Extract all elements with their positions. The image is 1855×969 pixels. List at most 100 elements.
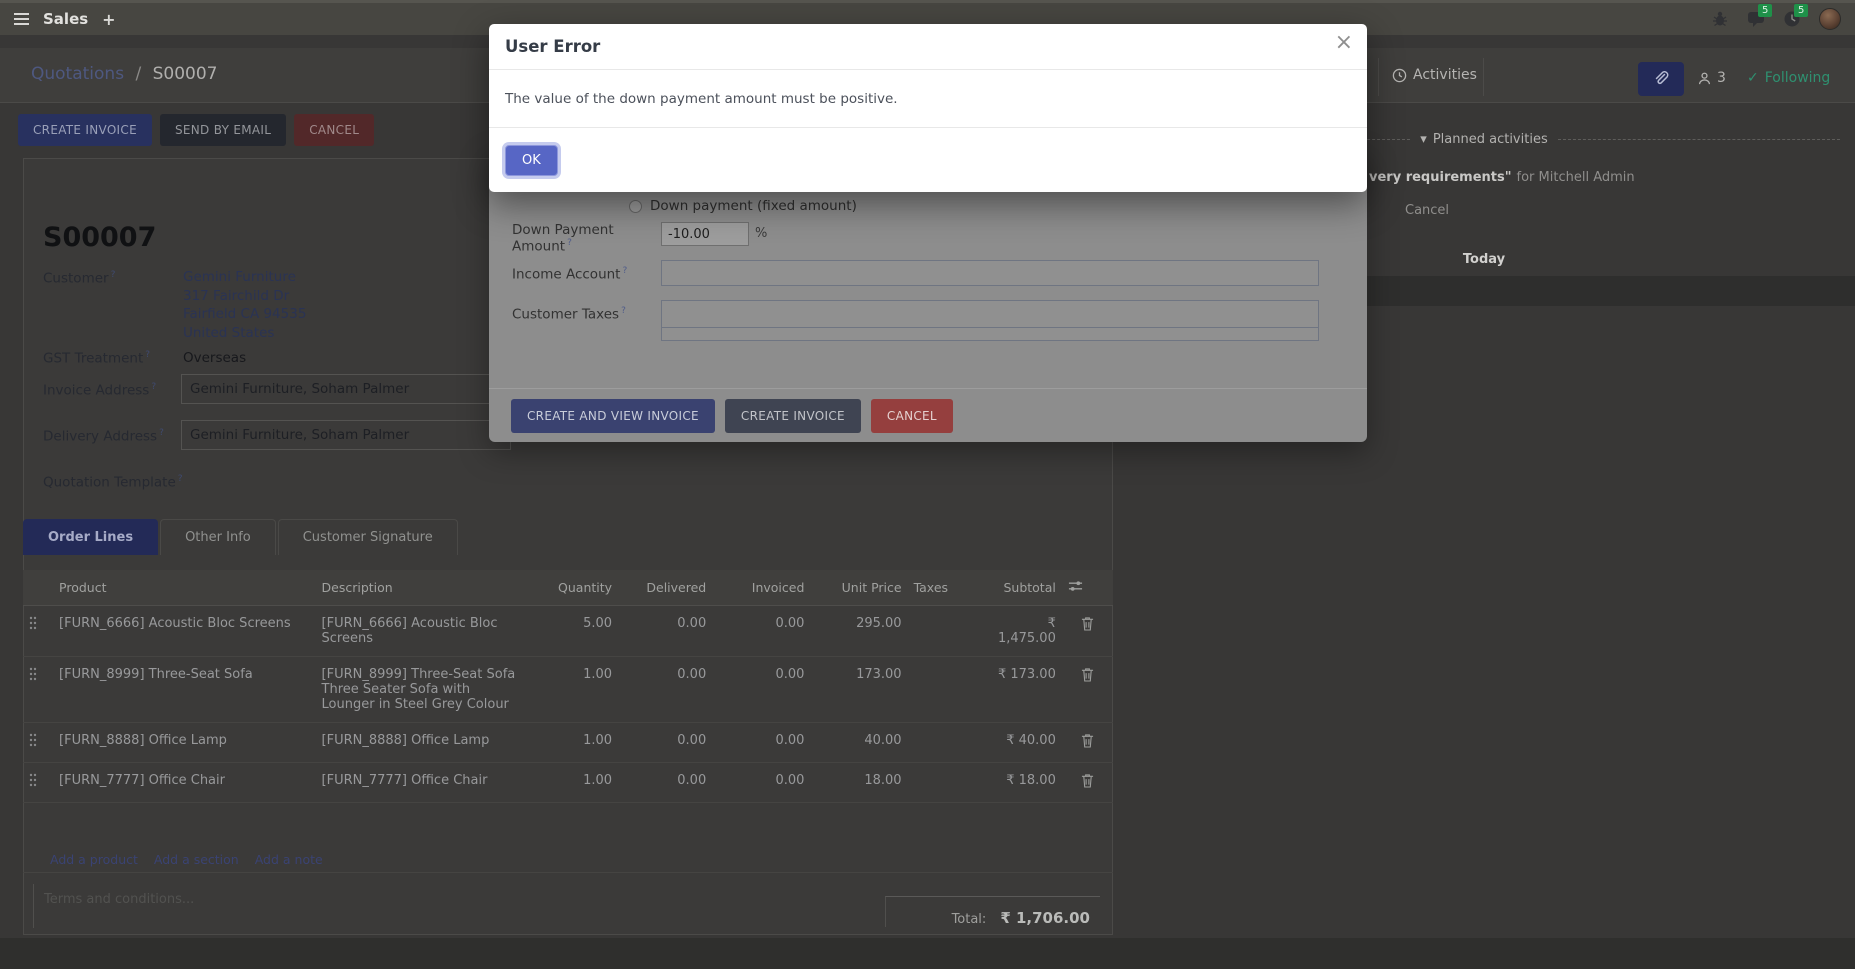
delete-line-button[interactable] xyxy=(1081,733,1094,751)
order-line-row[interactable]: [FURN_8888] Office Lamp [FURN_8888] Offi… xyxy=(23,722,1113,763)
send-by-email-button[interactable]: SEND BY EMAIL xyxy=(159,114,287,146)
cell-unit-price: 295.00 xyxy=(810,605,908,657)
tab-customer-signature[interactable]: Customer Signature xyxy=(277,519,458,555)
col-quantity[interactable]: Quantity xyxy=(547,570,619,606)
cell-unit-price: 40.00 xyxy=(810,722,908,763)
col-taxes[interactable]: Taxes xyxy=(907,570,986,606)
notebook-tabs: Order Lines Other Info Customer Signatur… xyxy=(23,519,460,555)
cancel-order-button[interactable]: CANCEL xyxy=(294,114,375,146)
bug-icon[interactable] xyxy=(1711,10,1729,28)
down-payment-fixed-radio[interactable]: Down payment (fixed amount) xyxy=(629,198,857,214)
user-avatar[interactable] xyxy=(1819,8,1841,30)
followers-button[interactable]: 3 xyxy=(1697,70,1726,86)
add-a-note-link[interactable]: Add a note xyxy=(254,852,323,867)
breadcrumb-separator: / xyxy=(135,64,142,84)
divider xyxy=(23,872,1113,873)
delivery-address-input[interactable] xyxy=(181,420,511,450)
totals-box: Total: ₹ 1,706.00 xyxy=(885,896,1100,927)
customer-label: Customer? xyxy=(43,270,116,287)
cell-quantity: 5.00 xyxy=(547,605,619,657)
cell-quantity: 1.00 xyxy=(547,722,619,763)
gst-treatment-label: GST Treatment? xyxy=(43,350,151,367)
add-a-section-link[interactable]: Add a section xyxy=(153,852,239,867)
add-a-product-link[interactable]: Add a product xyxy=(50,852,138,867)
customer-taxes-input[interactable] xyxy=(661,300,1319,341)
col-product[interactable]: Product xyxy=(53,570,316,606)
cell-taxes xyxy=(907,656,986,723)
app-name[interactable]: Sales xyxy=(43,10,89,28)
col-description[interactable]: Description xyxy=(315,570,548,606)
cell-delivered: 0.00 xyxy=(618,722,713,763)
col-invoiced[interactable]: Invoiced xyxy=(712,570,811,606)
cell-subtotal: ₹ 40.00 xyxy=(985,722,1062,763)
today-separator: Today xyxy=(1462,252,1506,267)
customer-country: United States xyxy=(183,324,275,341)
breadcrumb-quotations-link[interactable]: Quotations xyxy=(31,64,125,84)
cell-taxes xyxy=(907,722,986,763)
cell-invoiced: 0.00 xyxy=(712,762,811,803)
trash-icon xyxy=(1081,734,1093,748)
total-label: Total: xyxy=(951,912,987,927)
help-marker: ? xyxy=(159,428,164,438)
down-payment-modal-footer: CREATE AND VIEW INVOICE CREATE INVOICE C… xyxy=(489,388,1367,442)
invoice-address-input[interactable] xyxy=(181,374,511,404)
drag-handle-icon[interactable] xyxy=(29,667,37,684)
customer-name-link[interactable]: Gemini Furniture xyxy=(183,269,296,285)
down-payment-amount-input[interactable] xyxy=(661,222,749,246)
divider xyxy=(1483,58,1484,96)
messages-icon[interactable]: 5 xyxy=(1747,4,1773,28)
ok-button[interactable]: OK xyxy=(505,144,558,176)
handle-column xyxy=(23,570,54,606)
cell-subtotal: ₹ 173.00 xyxy=(985,656,1062,723)
user-error-footer: OK xyxy=(489,128,1367,192)
tab-other-info[interactable]: Other Info xyxy=(160,519,276,555)
user-error-title: User Error xyxy=(505,37,601,56)
percent-suffix: % xyxy=(755,226,768,241)
attachment-button[interactable] xyxy=(1638,62,1684,96)
col-subtotal[interactable]: Subtotal xyxy=(985,570,1062,606)
column-options-button[interactable] xyxy=(1061,570,1113,606)
close-icon[interactable]: × xyxy=(1334,30,1353,55)
drag-handle-icon[interactable] xyxy=(29,616,37,633)
create-invoice-modal-button[interactable]: CREATE INVOICE xyxy=(724,398,861,433)
tags-input-line xyxy=(662,301,1318,328)
planned-activities-toggle[interactable]: ▾ Planned activities xyxy=(1420,132,1547,147)
cell-description: [FURN_8888] Office Lamp xyxy=(315,722,548,763)
drag-handle-icon[interactable] xyxy=(29,733,37,750)
menu-icon[interactable] xyxy=(14,13,29,25)
table-header-row: Product Description Quantity Delivered I… xyxy=(23,570,1113,606)
order-line-row[interactable]: [FURN_7777] Office Chair [FURN_7777] Off… xyxy=(23,762,1113,803)
cancel-modal-button[interactable]: CANCEL xyxy=(870,398,953,433)
activity-cancel-link[interactable]: Cancel xyxy=(1405,203,1450,218)
tab-order-lines[interactable]: Order Lines xyxy=(23,519,159,555)
delete-line-button[interactable] xyxy=(1081,773,1094,791)
radio-icon xyxy=(629,199,642,213)
cell-delivered: 0.00 xyxy=(618,605,713,657)
activities-button[interactable]: Activities xyxy=(1392,67,1477,83)
delete-line-button[interactable] xyxy=(1081,616,1094,634)
col-delivered[interactable]: Delivered xyxy=(618,570,713,606)
plus-tab-icon[interactable]: + xyxy=(102,9,116,29)
order-lines-table: Product Description Quantity Delivered I… xyxy=(23,570,1113,803)
create-invoice-button[interactable]: CREATE INVOICE xyxy=(18,114,152,146)
terms-and-conditions-input[interactable] xyxy=(33,884,533,928)
cell-product: [FURN_8999] Three-Seat Sofa xyxy=(53,656,316,723)
messages-badge: 5 xyxy=(1758,4,1773,17)
cell-product: [FURN_6666] Acoustic Bloc Screens xyxy=(53,605,316,657)
check-icon: ✓ xyxy=(1747,70,1759,86)
activity-summary-title: very requirements" xyxy=(1369,170,1512,185)
drag-handle-icon[interactable] xyxy=(29,773,37,790)
col-unit-price[interactable]: Unit Price xyxy=(810,570,908,606)
following-button[interactable]: ✓ Following xyxy=(1747,70,1830,86)
income-account-input[interactable] xyxy=(661,260,1319,286)
activity-clock-icon[interactable]: 5 xyxy=(1783,4,1809,28)
activity-summary-assignee: for Mitchell Admin xyxy=(1516,170,1635,185)
create-and-view-invoice-button[interactable]: CREATE AND VIEW INVOICE xyxy=(511,398,715,433)
order-line-row[interactable]: [FURN_6666] Acoustic Bloc Screens [FURN_… xyxy=(23,605,1113,657)
cell-delivered: 0.00 xyxy=(618,762,713,803)
order-line-row[interactable]: [FURN_8999] Three-Seat Sofa [FURN_8999] … xyxy=(23,656,1113,723)
delete-line-button[interactable] xyxy=(1081,667,1094,685)
cell-invoiced: 0.00 xyxy=(712,605,811,657)
customer-city: Fairfield CA 94535 xyxy=(183,306,307,322)
down-payment-modal: Down payment (fixed amount) Down Payment… xyxy=(489,150,1367,442)
